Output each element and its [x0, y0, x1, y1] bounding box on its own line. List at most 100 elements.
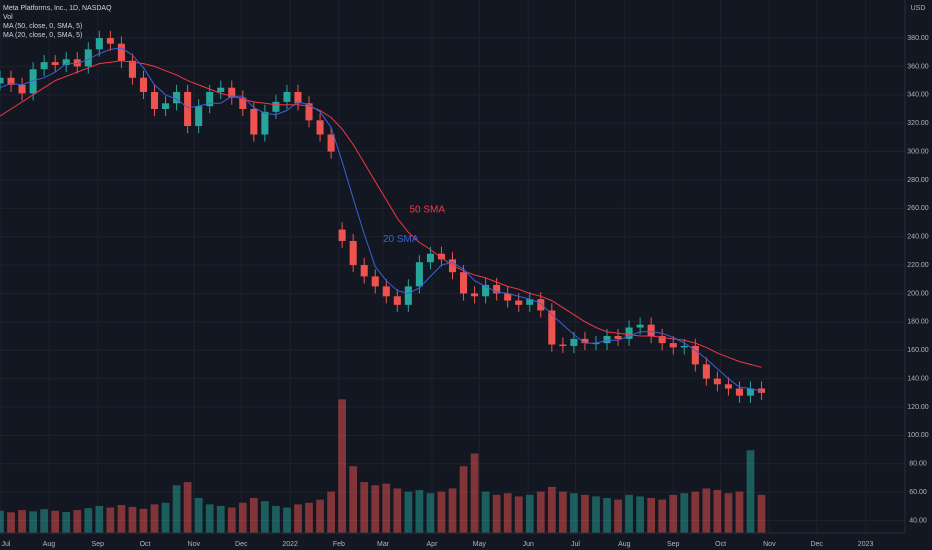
volume-bar: [426, 493, 435, 533]
volume-bar: [261, 501, 269, 533]
volume-bar: [272, 505, 280, 533]
candle-body: [515, 300, 523, 305]
candle-body: [437, 253, 445, 260]
volume-bar: [669, 494, 678, 533]
x-tick-label: Sep: [92, 541, 105, 548]
x-tick-label: Aug: [618, 541, 631, 548]
candle-body: [51, 62, 59, 65]
candle-body: [84, 49, 92, 67]
candle-body: [217, 87, 225, 92]
volume-bar: [746, 450, 755, 533]
volume-bar: [305, 502, 313, 533]
volume-bar: [757, 494, 766, 533]
volume-bar: [448, 488, 457, 533]
volume-bar: [393, 488, 402, 533]
candle-body: [448, 259, 457, 273]
candle-body: [614, 336, 622, 339]
y-tick-label: 220.00: [907, 262, 929, 269]
chart-title: Meta Platforms, Inc., 1D, NASDAQ: [3, 5, 112, 12]
volume-bar: [0, 510, 4, 533]
candle-body: [713, 378, 721, 385]
candle-body: [691, 345, 699, 365]
candle-body: [559, 344, 567, 346]
volume-bar: [680, 493, 689, 533]
volume-bar: [603, 498, 611, 533]
candle-body: [669, 343, 677, 348]
candle-body: [702, 364, 710, 379]
x-tick-label: Dec: [810, 541, 823, 548]
volume-bar: [525, 494, 534, 533]
candle-body: [746, 388, 755, 396]
y-tick-label: 140.00: [907, 375, 929, 382]
candle-body: [338, 229, 346, 241]
candle-body: [173, 91, 181, 104]
volume-bar: [194, 498, 203, 533]
candle-body: [294, 91, 302, 104]
candle-body: [757, 388, 766, 393]
volume-bar: [139, 508, 148, 533]
y-tick-label: 200.00: [907, 290, 929, 297]
candle-body: [117, 43, 125, 61]
volume-bar: [724, 493, 733, 533]
volume-bar: [327, 491, 335, 533]
candle-body: [460, 272, 468, 294]
volume-bar: [570, 493, 578, 533]
volume-bar: [283, 507, 291, 533]
ma-line: [0, 60, 762, 368]
volume-bar: [382, 483, 391, 533]
candle-body: [382, 286, 390, 297]
volume-bar: [437, 491, 446, 533]
y-tick-label: 100.00: [907, 432, 929, 439]
volume-bar: [51, 510, 60, 533]
volume-bar: [470, 453, 479, 533]
candle-body: [206, 91, 214, 107]
candle-body: [95, 38, 103, 50]
volume-bar: [62, 512, 71, 533]
volume-bar: [161, 502, 170, 533]
volume-bar: [658, 499, 667, 533]
candle-body: [139, 77, 148, 92]
volume-bar: [459, 466, 468, 533]
candle-body: [162, 103, 170, 109]
candle-body: [658, 336, 666, 344]
volume-bar: [614, 499, 622, 533]
x-tick-label: Feb: [333, 541, 345, 548]
candle-body: [371, 276, 379, 287]
candle-body: [415, 262, 423, 287]
volume-bar: [316, 499, 324, 533]
x-tick-label: Jul: [571, 541, 580, 548]
y-tick-label: 340.00: [907, 92, 929, 99]
annotation: 50 SMA: [409, 204, 445, 215]
x-tick-label: Aug: [43, 541, 56, 548]
y-tick-label: 240.00: [907, 234, 929, 241]
x-tick-label: Dec: [235, 541, 248, 548]
x-tick-label: 2023: [858, 541, 874, 548]
candle-body: [581, 338, 589, 344]
y-tick-label: 120.00: [907, 404, 929, 411]
volume-bar: [172, 485, 181, 533]
x-tick-label: 2022: [282, 541, 298, 548]
candle-body: [0, 77, 4, 84]
candle-body: [548, 310, 556, 345]
volume-layer: [0, 399, 766, 533]
x-tick-label: Oct: [715, 541, 726, 548]
volume-legend: Vol: [3, 14, 13, 21]
volume-bar: [735, 491, 744, 533]
volume-bar: [150, 504, 159, 533]
ma-layer: [0, 47, 762, 392]
candle-body: [393, 296, 401, 305]
volume-bar: [404, 491, 413, 533]
candle-body: [305, 103, 313, 121]
candle-body: [570, 338, 578, 346]
x-tick-label: Nov: [763, 541, 776, 548]
y-tick-label: 160.00: [907, 347, 929, 354]
candle-body: [636, 324, 644, 328]
volume-bar: [238, 502, 247, 533]
volume-bar: [514, 496, 523, 533]
candle-body: [592, 343, 600, 345]
volume-bar: [128, 506, 137, 533]
y-tick-label: 380.00: [907, 35, 929, 42]
annotation: 20 SMA: [383, 234, 419, 245]
y-tick-label: 300.00: [907, 148, 929, 155]
